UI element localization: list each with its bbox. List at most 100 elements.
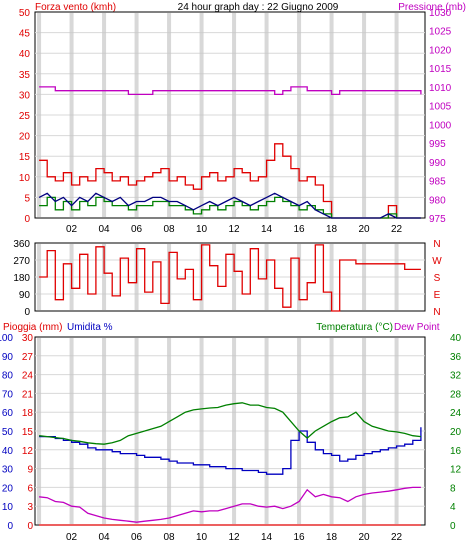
direction-y-tick-label: 270 xyxy=(13,256,30,267)
rain-y-tick-label: 0 xyxy=(27,521,33,532)
wind-direction-hour-band xyxy=(102,244,107,310)
rain-humidity-temperature-hour-band xyxy=(232,338,237,524)
wind-pressure-hour-band xyxy=(134,13,139,217)
humidity-y-tick-label: 30 xyxy=(2,465,14,476)
wind-y-tick-label: 35 xyxy=(19,70,31,81)
wind-pressure-hour-band xyxy=(102,13,107,217)
temperature-y-tick-label: 12 xyxy=(450,465,462,476)
direction-compass-label: W xyxy=(432,256,442,267)
wind-pressure-hour-band xyxy=(362,13,367,217)
wind-pressure-hour-band xyxy=(329,13,334,217)
direction-y-tick-label: 90 xyxy=(19,290,31,301)
rain-humidity-temperature-x-tick-label: 04 xyxy=(99,532,111,543)
temperature-y-tick-label: 36 xyxy=(450,352,462,363)
pressure-y-tick-label: 985 xyxy=(429,177,446,188)
rain-humidity-temperature-x-tick-label: 18 xyxy=(326,532,338,543)
humidity-axis-label: Umidita % xyxy=(67,322,113,333)
rain-y-tick-label: 6 xyxy=(27,483,33,494)
wind-pressure-hour-band xyxy=(37,13,42,217)
wind-y-tick-label: 5 xyxy=(24,193,30,204)
dew-point-axis-label: Dew Point xyxy=(394,322,440,333)
direction-compass-label: N xyxy=(433,239,440,250)
wind-y-tick-label: 45 xyxy=(19,29,31,40)
direction-line xyxy=(39,244,421,312)
wind-y-tick-label: 25 xyxy=(19,111,31,122)
temperature-line xyxy=(39,402,421,445)
humidity-y-tick-label: 20 xyxy=(2,483,14,494)
temperature-y-tick-label: 32 xyxy=(450,371,462,382)
rain-humidity-temperature-x-tick-label: 08 xyxy=(164,532,176,543)
temperature-y-tick-label: 0 xyxy=(450,521,456,532)
humidity-y-tick-label: 80 xyxy=(2,371,14,382)
wind-direction-hour-band xyxy=(232,244,237,310)
humidity-y-tick-label: 10 xyxy=(2,502,14,513)
rain-humidity-temperature-x-tick-label: 16 xyxy=(294,532,306,543)
temperature-y-tick-label: 40 xyxy=(450,333,462,344)
pressure-y-tick-label: 1030 xyxy=(429,8,452,19)
direction-y-tick-label: 360 xyxy=(13,239,30,250)
rain-humidity-temperature-hour-band xyxy=(362,338,367,524)
temperature-y-tick-label: 4 xyxy=(450,502,456,513)
wind-pressure-x-tick-label: 02 xyxy=(66,224,78,235)
wind-pressure-hour-band xyxy=(394,13,399,217)
wind-pressure-x-tick-label: 04 xyxy=(99,224,111,235)
rain-y-tick-label: 12 xyxy=(22,446,34,457)
rain-humidity-temperature-hour-band xyxy=(329,338,334,524)
wind-pressure-hour-band xyxy=(297,13,302,217)
wind-pressure-hour-band xyxy=(232,13,237,217)
rain-humidity-temperature-hour-band xyxy=(264,338,269,524)
pressure-y-tick-label: 1000 xyxy=(429,120,452,131)
pressure-y-tick-label: 1020 xyxy=(429,45,452,56)
wind-pressure-panel: 0510152025303540455097598098599099510001… xyxy=(19,8,452,235)
rain-humidity-temperature-x-tick-label: 14 xyxy=(261,532,273,543)
pressure-axis-label: Pressione (mb) xyxy=(398,2,466,13)
rain-axis-label: Pioggia (mm) xyxy=(3,322,62,333)
temperature-axis-label: Temperatura (°C) xyxy=(316,322,393,333)
rain-y-tick-label: 24 xyxy=(22,371,34,382)
direction-compass-label: N xyxy=(433,307,440,318)
wind-y-tick-label: 50 xyxy=(19,8,31,19)
wind-y-tick-label: 20 xyxy=(19,132,31,143)
wind-y-tick-label: 15 xyxy=(19,152,31,163)
wind-pressure-hour-band xyxy=(264,13,269,217)
wind-pressure-x-tick-label: 12 xyxy=(229,224,241,235)
pressure-y-tick-label: 1015 xyxy=(429,64,452,75)
rain-y-tick-label: 30 xyxy=(22,333,34,344)
temperature-y-tick-label: 24 xyxy=(450,408,462,419)
direction-y-tick-label: 180 xyxy=(13,273,30,284)
pressure-y-tick-label: 1005 xyxy=(429,102,452,113)
wind-gust-line xyxy=(39,196,421,219)
humidity-y-tick-label: 40 xyxy=(2,446,14,457)
wind-direction-hour-band xyxy=(329,244,334,310)
rain-humidity-temperature-x-tick-label: 06 xyxy=(131,532,143,543)
wind-pressure-x-tick-label: 06 xyxy=(131,224,143,235)
pressure-y-tick-label: 990 xyxy=(429,158,446,169)
rain-y-tick-label: 15 xyxy=(22,427,34,438)
rain-y-tick-label: 27 xyxy=(22,352,34,363)
wind-direction-hour-band xyxy=(362,244,367,310)
temperature-y-tick-label: 8 xyxy=(450,483,456,494)
rain-humidity-temperature-x-tick-label: 02 xyxy=(66,532,78,543)
temperature-y-tick-label: 16 xyxy=(450,446,462,457)
pressure-y-tick-label: 1025 xyxy=(429,27,452,38)
pressure-y-tick-label: 975 xyxy=(429,214,446,225)
rain-humidity-temperature-hour-band xyxy=(102,338,107,524)
rain-humidity-temperature-panel: 0102030405060708090100036912151821242730… xyxy=(0,333,462,543)
wind-pressure-hour-band xyxy=(167,13,172,217)
humidity-y-tick-label: 0 xyxy=(7,521,13,532)
temperature-y-tick-label: 28 xyxy=(450,389,462,400)
rain-humidity-temperature-hour-band xyxy=(69,338,74,524)
pressure-y-tick-label: 995 xyxy=(429,139,446,150)
pressure-line xyxy=(39,86,422,96)
rain-humidity-temperature-hour-band xyxy=(167,338,172,524)
wind-y-tick-label: 10 xyxy=(19,173,31,184)
rain-humidity-temperature-hour-band xyxy=(134,338,139,524)
wind-pressure-x-tick-label: 10 xyxy=(196,224,208,235)
wind-pressure-x-tick-label: 20 xyxy=(359,224,371,235)
rain-humidity-temperature-hour-band xyxy=(394,338,399,524)
direction-y-tick-label: 0 xyxy=(24,307,30,318)
wind-y-tick-label: 30 xyxy=(19,90,31,101)
wind-axis-label: Forza vento (kmh) xyxy=(35,2,116,13)
